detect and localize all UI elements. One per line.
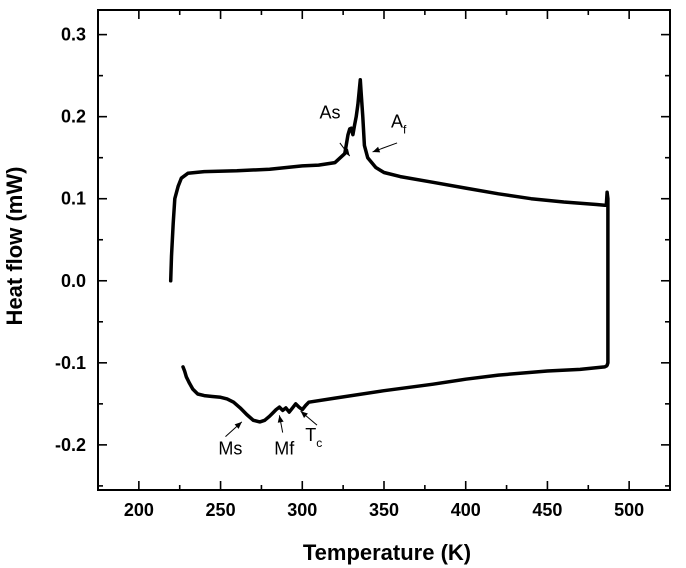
x-tick-label: 400 [451, 500, 481, 520]
y-tick-label: -0.1 [55, 353, 86, 373]
series-layer [168, 77, 610, 424]
annotation-subscript: f [403, 122, 407, 136]
annotation-label: Af [391, 111, 407, 136]
y-axis-title: Heat flow (mW) [2, 167, 27, 326]
tick-labels: 200 250 300 350 400 450 500 -0.2 -0.1 0.0 0.1 0.2 0.… [55, 25, 644, 520]
x-axis-title: Temperature (K) [303, 540, 471, 565]
y-tick-label: 0.3 [61, 25, 86, 45]
x-tick-label: 250 [206, 500, 236, 520]
x-tick-label: 300 [287, 500, 317, 520]
y-tick-label: 0.0 [61, 271, 86, 291]
x-tick-label: 450 [532, 500, 562, 520]
axes [97, 9, 671, 491]
y-tick-label: 0.1 [61, 189, 86, 209]
annotation-label: Tc [305, 425, 322, 450]
plot-frame [97, 9, 671, 491]
heat-flow-curve [168, 77, 610, 424]
annotations: As Af Ms Mf Tc [218, 102, 407, 458]
annotation-arrow-head [343, 148, 350, 157]
x-tick-label: 500 [614, 500, 644, 520]
annotation-arrow-head [300, 411, 308, 419]
y-tick-label: -0.2 [55, 435, 86, 455]
x-tick-label: 200 [124, 500, 154, 520]
y-tick-label: 0.2 [61, 107, 86, 127]
annotation-arrow-head [372, 146, 381, 153]
annotation-label: Ms [218, 439, 242, 459]
annotation-arrow-head [234, 421, 242, 429]
ticks [97, 10, 671, 490]
annotation-label: As [320, 102, 341, 122]
annotation-arrow-head [277, 415, 284, 423]
annotation-subscript: c [316, 436, 322, 450]
x-tick-label: 350 [369, 500, 399, 520]
annotation-label: Mf [274, 439, 295, 459]
